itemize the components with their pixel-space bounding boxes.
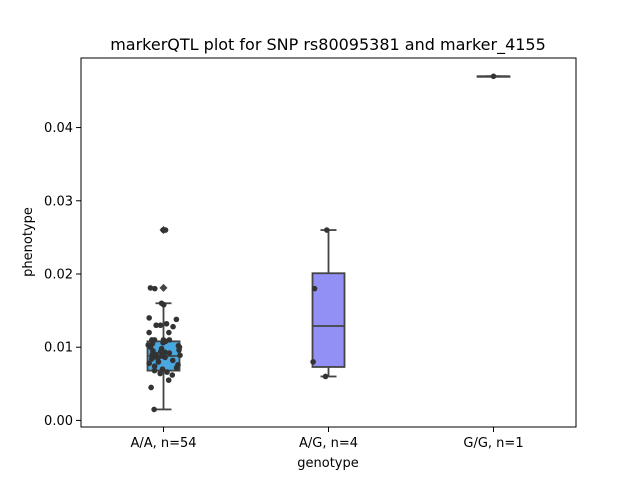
- data-point: [170, 323, 176, 330]
- data-point: [146, 329, 152, 336]
- data-point: [163, 320, 170, 327]
- data-point: [148, 384, 154, 391]
- outlier-marker: [159, 283, 168, 292]
- data-point: [166, 350, 173, 356]
- data-point: [151, 285, 158, 292]
- data-point: [151, 406, 157, 413]
- data-point: [146, 315, 152, 321]
- data-point: [310, 359, 316, 365]
- data-point: [160, 340, 166, 346]
- data-point: [177, 352, 183, 359]
- box-iqr: [311, 272, 346, 368]
- x-tick-label: G/G, n=1: [463, 436, 523, 451]
- y-tick-label: 0.00: [44, 414, 73, 429]
- data-point: [148, 356, 155, 362]
- x-tick-label: A/G, n=4: [299, 436, 358, 451]
- data-point: [165, 377, 172, 383]
- data-point: [169, 357, 176, 364]
- data-point: [151, 367, 158, 374]
- data-point: [173, 364, 180, 371]
- data-point: [153, 322, 159, 329]
- data-point: [155, 359, 162, 365]
- data-point: [160, 301, 167, 308]
- data-point: [146, 360, 153, 367]
- boxes: [146, 75, 511, 411]
- x-axis: A/A, n=54 A/G, n=4 G/G, n=1: [130, 427, 524, 451]
- y-tick-label: 0.03: [44, 194, 73, 209]
- chart-title: markerQTL plot for SNP rs80095381 and ma…: [110, 35, 546, 55]
- data-point: [311, 285, 318, 292]
- data-point: [147, 285, 154, 291]
- x-axis-label: genotype: [297, 456, 358, 471]
- plot-frame: [80, 57, 577, 428]
- data-point: [490, 73, 497, 80]
- data-point: [159, 366, 166, 372]
- y-tick-label: 0.04: [44, 121, 73, 136]
- data-point: [324, 227, 330, 233]
- y-axis: 0.00 0.01 0.02 0.03 0.04: [44, 121, 81, 429]
- data-point: [162, 227, 169, 233]
- data-point: [162, 349, 169, 356]
- data-point: [166, 329, 172, 336]
- data-point: [151, 363, 158, 370]
- data-point: [176, 347, 182, 353]
- data-point: [169, 372, 176, 378]
- y-tick-label: 0.02: [44, 267, 73, 282]
- y-axis-label: phenotype: [21, 207, 36, 277]
- data-point: [164, 369, 170, 375]
- data-point: [157, 348, 164, 355]
- y-tick-label: 0.01: [44, 341, 73, 356]
- x-tick-label: A/A, n=54: [130, 436, 196, 451]
- data-points: [145, 73, 497, 413]
- data-point: [157, 322, 164, 329]
- data-point: [162, 354, 168, 361]
- data-point: [322, 373, 329, 380]
- data-point: [173, 316, 180, 323]
- data-point: [157, 370, 163, 377]
